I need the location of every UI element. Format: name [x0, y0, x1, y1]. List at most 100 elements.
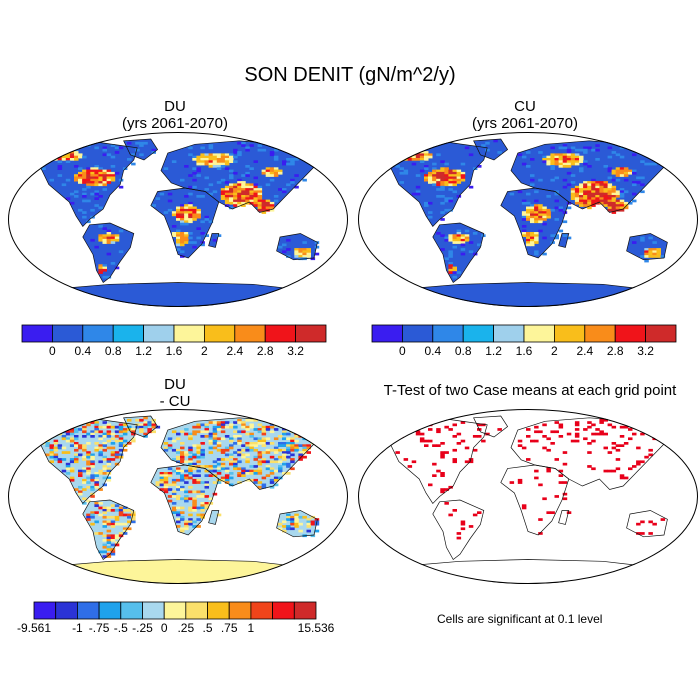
grid-cell [163, 446, 169, 450]
colorbar-label: 1.6 [166, 344, 183, 358]
grid-cell [587, 197, 592, 200]
grid-cell [245, 146, 250, 150]
grid-cell [644, 250, 649, 254]
grid-cell [615, 171, 621, 175]
grid-cell [229, 195, 234, 198]
grid-cell [411, 460, 417, 464]
grid-cell [86, 513, 91, 517]
grid-cell [180, 208, 185, 212]
grid-cell [253, 199, 258, 203]
grid-cell [78, 178, 83, 182]
grid-cell [269, 481, 275, 484]
grid-cell [485, 141, 490, 145]
colorbar-label: -.5 [114, 621, 128, 635]
grid-cell [229, 462, 234, 466]
grid-cell [607, 195, 613, 198]
map-ttest [358, 409, 698, 584]
grid-cell [407, 465, 413, 468]
map-border [358, 409, 698, 584]
grid-cell [448, 271, 453, 274]
grid-cell [241, 144, 246, 147]
grid-cell [180, 243, 185, 247]
grid-cell [192, 206, 197, 210]
grid-cell [200, 442, 205, 445]
grid-cell [550, 165, 555, 168]
grid-cell [41, 158, 46, 161]
grid-cell [82, 211, 87, 214]
grid-cell [122, 506, 128, 510]
grid-cell [224, 167, 230, 170]
grid-cell [419, 153, 425, 157]
grid-cell [118, 423, 124, 427]
grid-cell [269, 448, 275, 452]
grid-cell [139, 428, 144, 431]
grid-cell [558, 435, 564, 438]
grid-cell [102, 275, 107, 279]
grid-cell [184, 474, 189, 477]
coastline-madagascar [208, 233, 220, 248]
grid-cell [574, 185, 580, 189]
grid-cell [180, 255, 185, 258]
grid-cell [460, 176, 466, 180]
grid-cell [273, 158, 279, 161]
grid-cell [411, 155, 417, 159]
grid-cell [632, 169, 637, 173]
grid-cell [106, 275, 112, 279]
grid-cell [180, 218, 185, 221]
grid-cell [611, 208, 617, 212]
grid-cell [265, 174, 271, 177]
grid-cell [74, 455, 79, 459]
grid-cell [114, 534, 120, 538]
grid-cell [106, 460, 112, 464]
colorbar-label: .5 [202, 621, 212, 635]
grid-cell [546, 448, 551, 452]
grid-cell [640, 190, 645, 194]
grid-cell [294, 248, 299, 251]
grid-cell [212, 439, 218, 443]
grid-cell [110, 525, 116, 528]
grid-cell [257, 192, 263, 196]
grid-cell [452, 238, 457, 242]
grid-cell [212, 435, 218, 438]
grid-cell [90, 488, 95, 491]
grid-cell [261, 430, 267, 434]
grid-cell [249, 188, 254, 191]
grid-cell [257, 460, 263, 464]
grid-cell [229, 423, 234, 427]
grid-cell [542, 222, 547, 226]
grid-cell [184, 195, 189, 198]
grid-cell [306, 155, 311, 159]
grid-cell [411, 158, 417, 161]
grid-cell [143, 432, 148, 436]
grid-cell [110, 262, 116, 265]
grid-cell [253, 195, 258, 198]
grid-cell [619, 474, 625, 477]
grid-cell [229, 439, 234, 443]
grid-cell [249, 183, 254, 187]
grid-cell [98, 206, 103, 210]
grid-cell [143, 425, 148, 429]
grid-cell [245, 446, 250, 450]
grid-cell [106, 529, 112, 533]
grid-cell [204, 423, 209, 427]
grid-cell [224, 192, 230, 196]
grid-cell [530, 236, 535, 240]
grid-cell [619, 201, 625, 205]
grid-cell [448, 264, 453, 267]
grid-cell [229, 192, 234, 196]
grid-cell [90, 474, 95, 477]
colorbar-box [250, 601, 273, 620]
grid-cell [603, 183, 608, 187]
grid-cell [192, 213, 197, 217]
grid-cell [249, 478, 254, 482]
grid-cell [204, 218, 209, 221]
grid-cell [603, 446, 608, 450]
grid-cell [460, 178, 466, 182]
grid-cell [90, 167, 95, 170]
grid-cell [542, 206, 547, 210]
grid-cell [220, 430, 226, 434]
grid-cell [37, 437, 42, 441]
grid-cell [143, 421, 148, 424]
grid-cell [632, 465, 637, 468]
grid-cell [65, 425, 71, 429]
